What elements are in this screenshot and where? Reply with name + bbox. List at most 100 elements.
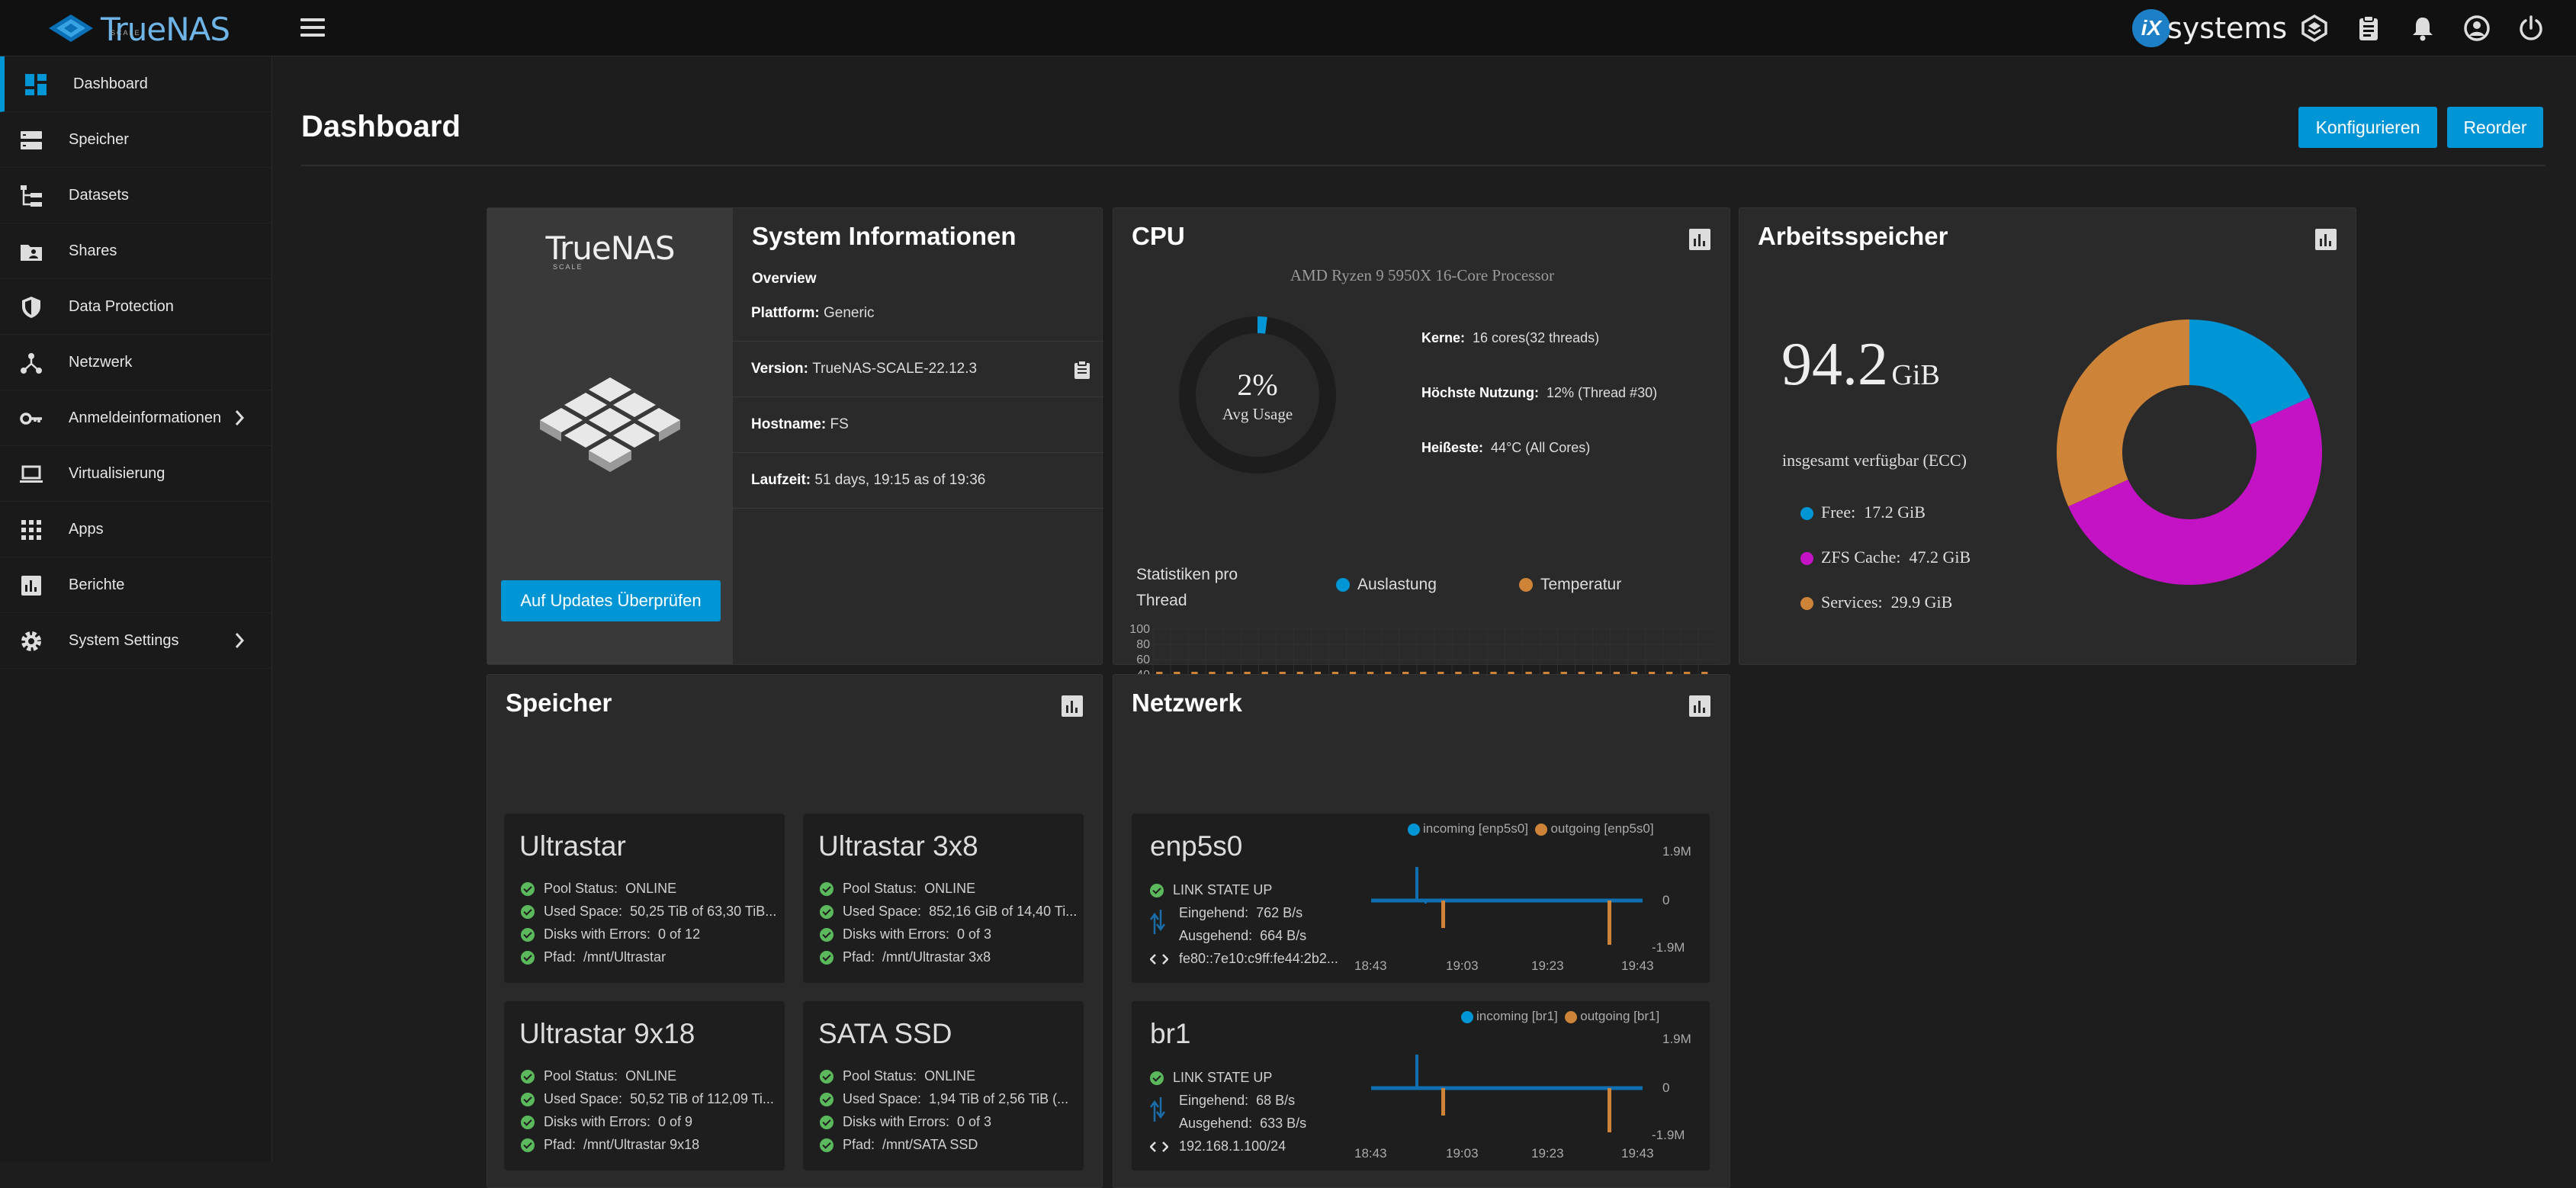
hostname-label: Hostname: bbox=[751, 416, 827, 432]
truenas-cube-logo-icon bbox=[540, 377, 680, 472]
reorder-button[interactable]: Reorder bbox=[2447, 107, 2543, 148]
peak-label: Höchste Nutzung: bbox=[1421, 385, 1539, 400]
check-circle-icon bbox=[1150, 883, 1164, 897]
shield-icon bbox=[22, 297, 40, 318]
sidebar-item-datasets[interactable]: Datasets bbox=[0, 168, 272, 223]
net-legend-br1: incoming [br1] outgoing [br1] bbox=[1461, 1009, 1659, 1024]
memory-free-row: Free: 17.2 GiB bbox=[1800, 502, 1926, 522]
interface-tile-br1[interactable]: br1 LINK STATE UP Eingehend: 68 B/s Ausg… bbox=[1132, 1001, 1710, 1170]
sysinfo-title: System Informationen bbox=[752, 222, 1017, 250]
sysinfo-platform-row: Plattform: Generic bbox=[733, 286, 1103, 342]
power-icon[interactable] bbox=[2517, 14, 2545, 43]
memory-free-dot bbox=[1800, 507, 1813, 521]
pool-tile-ultrastar-3x8[interactable]: Ultrastar 3x8 Pool Status: ONLINE Used S… bbox=[803, 814, 1084, 983]
traffic-arrows-icon bbox=[1150, 1097, 1165, 1122]
enp5s0-traffic-chart bbox=[1371, 867, 1643, 945]
memory-title: Arbeitsspeicher bbox=[1758, 222, 1948, 250]
sidebar-item-system-settings[interactable]: System Settings bbox=[0, 613, 272, 669]
sidebar-item-label: System Settings bbox=[69, 631, 179, 649]
hottest-value: 44°C (All Cores) bbox=[1491, 440, 1591, 455]
sidebar-item-label: Netzwerk bbox=[69, 353, 133, 371]
truenas-logo[interactable]: TrueNAS bbox=[47, 11, 230, 48]
pool-used-row: Used Space: 50,52 TiB of 112,09 Ti... bbox=[521, 1091, 774, 1107]
legend-outgoing-dot bbox=[1535, 823, 1548, 836]
ix-systems-logo[interactable]: iX systems bbox=[2132, 9, 2287, 47]
storage-title: Speicher bbox=[506, 689, 612, 717]
pool-path-value: /mnt/Ultrastar bbox=[583, 949, 666, 965]
legend-temperature: Temperatur bbox=[1519, 576, 1621, 594]
pool-tile-sata-ssd[interactable]: SATA SSD Pool Status: ONLINE Used Space:… bbox=[803, 1001, 1084, 1170]
sidebar-item-netzwerk[interactable]: Netzwerk bbox=[0, 335, 272, 390]
pool-tile-ultrastar[interactable]: Ultrastar Pool Status: ONLINE Used Space… bbox=[504, 814, 785, 983]
pool-path-label: Pfad: bbox=[843, 949, 875, 965]
sidebar-item-anmeldeinformationen[interactable]: Anmeldeinformationen bbox=[0, 390, 272, 446]
account-icon[interactable] bbox=[2462, 14, 2491, 43]
pool-status-value: ONLINE bbox=[924, 1068, 976, 1084]
legend-incoming: incoming [br1] bbox=[1476, 1009, 1558, 1023]
x-tick: 18:43 bbox=[1354, 958, 1387, 973]
sidebar-item-label: Speicher bbox=[69, 130, 129, 148]
outgoing-value: 633 B/s bbox=[1260, 1116, 1307, 1131]
pool-errors-value: 0 of 3 bbox=[957, 1114, 992, 1129]
sysinfo-logo-sub: SCALE bbox=[553, 263, 583, 271]
memory-report-icon[interactable] bbox=[2314, 228, 2337, 251]
memory-slice bbox=[2057, 319, 2189, 507]
pool-errors-label: Disks with Errors: bbox=[843, 1114, 950, 1129]
check-circle-icon bbox=[820, 1138, 834, 1152]
sidebar-item-berichte[interactable]: Berichte bbox=[0, 557, 272, 613]
system-info-card: TrueNAS SCALE bbox=[487, 207, 1103, 665]
memory-zfs-label: ZFS Cache: bbox=[1821, 547, 1901, 567]
top-bar: TrueNAS SCALE iX systems bbox=[0, 0, 2576, 56]
chevron-right-icon bbox=[235, 633, 245, 648]
pool-status-row: Pool Status: ONLINE bbox=[820, 1068, 975, 1084]
pool-errors-row: Disks with Errors: 0 of 3 bbox=[820, 926, 991, 942]
outgoing-row: Ausgehend: 633 B/s bbox=[1179, 1116, 1306, 1132]
memory-free-label: Free: bbox=[1821, 502, 1856, 522]
copy-clipboard-icon[interactable] bbox=[1073, 360, 1091, 380]
sidebar-item-apps[interactable]: Apps bbox=[0, 502, 272, 557]
outgoing-label: Ausgehend: bbox=[1179, 928, 1253, 943]
cpu-usage-gauge bbox=[1179, 316, 1336, 474]
incoming-label: Eingehend: bbox=[1179, 1093, 1249, 1108]
net-legend-enp5s0: incoming [enp5s0] outgoing [enp5s0] bbox=[1408, 821, 1654, 836]
clipboard-icon[interactable] bbox=[2354, 14, 2383, 43]
main-content: Dashboard Konfigurieren Reorder TrueNAS … bbox=[272, 56, 2576, 1188]
legend-temperature-dot bbox=[1519, 578, 1533, 592]
sidebar-item-label: Data Protection bbox=[69, 297, 174, 315]
sidebar-item-speicher[interactable]: Speicher bbox=[0, 112, 272, 168]
sidebar-item-data-protection[interactable]: Data Protection bbox=[0, 279, 272, 335]
sidebar-item-dashboard[interactable]: Dashboard bbox=[0, 56, 272, 112]
network-report-icon[interactable] bbox=[1688, 695, 1711, 718]
check-updates-button[interactable]: Auf Updates Überprüfen bbox=[501, 580, 721, 621]
x-tick: 19:23 bbox=[1531, 958, 1564, 973]
configure-button[interactable]: Konfigurieren bbox=[2298, 107, 2437, 148]
network-card: Netzwerk enp5s0 LINK STATE UP Eingehend:… bbox=[1113, 674, 1730, 1188]
cpu-cores-row: Kerne: 16 cores(32 threads) bbox=[1421, 330, 1599, 346]
legend-usage-dot bbox=[1336, 578, 1350, 592]
logo-sub: SCALE bbox=[111, 29, 141, 37]
bell-icon[interactable] bbox=[2408, 14, 2437, 43]
sidebar-item-label: Berichte bbox=[69, 576, 125, 593]
pool-path-label: Pfad: bbox=[544, 1137, 577, 1152]
memory-zfs-dot bbox=[1800, 552, 1813, 566]
y-tick-mid: 0 bbox=[1662, 893, 1670, 907]
truecommand-icon[interactable] bbox=[2300, 14, 2329, 43]
dashboard-icon bbox=[25, 74, 47, 95]
storage-report-icon[interactable] bbox=[1061, 695, 1084, 718]
cpu-report-icon[interactable] bbox=[1688, 228, 1711, 251]
y-tick-mid: 0 bbox=[1662, 1080, 1670, 1095]
pool-used-row: Used Space: 852,16 GiB of 14,40 Ti... bbox=[820, 904, 1077, 920]
pool-errors-label: Disks with Errors: bbox=[544, 926, 651, 942]
sidebar-item-shares[interactable]: Shares bbox=[0, 223, 272, 279]
pool-path-row: Pfad: /mnt/Ultrastar bbox=[521, 949, 666, 965]
interface-tile-enp5s0[interactable]: enp5s0 LINK STATE UP Eingehend: 762 B/s … bbox=[1132, 814, 1710, 983]
pool-used-value: 852,16 GiB of 14,40 Ti... bbox=[929, 904, 1078, 919]
pool-path-row: Pfad: /mnt/SATA SSD bbox=[820, 1137, 978, 1153]
code-brackets-icon bbox=[1150, 953, 1168, 965]
sidebar-item-label: Anmeldeinformationen bbox=[69, 409, 222, 426]
pool-tile-ultrastar-9x18[interactable]: Ultrastar 9x18 Pool Status: ONLINE Used … bbox=[504, 1001, 785, 1170]
x-tick: 18:43 bbox=[1354, 1146, 1387, 1161]
menu-toggle-icon[interactable] bbox=[300, 18, 325, 38]
sidebar-item-virtualisierung[interactable]: Virtualisierung bbox=[0, 446, 272, 502]
y-tick-label: 60 bbox=[1136, 653, 1150, 666]
